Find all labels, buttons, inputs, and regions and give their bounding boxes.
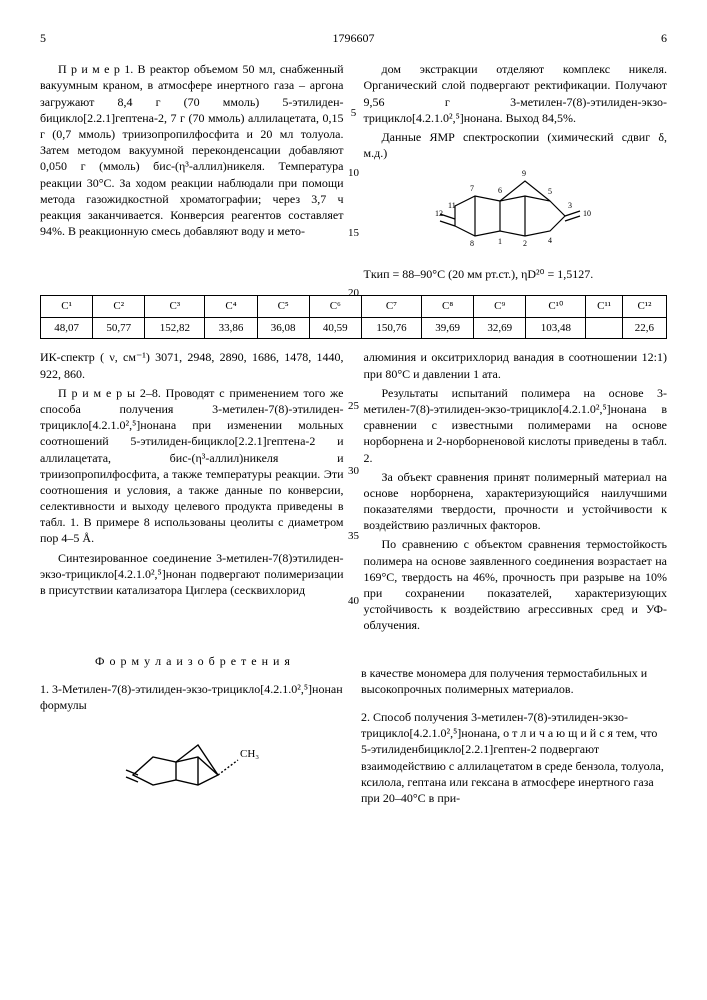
svg-text:3: 3 [568, 201, 572, 210]
nmr-h-4: C⁴ [205, 295, 257, 317]
nmr-table: C¹ C² C³ C⁴ C⁵ C⁶ C⁷ C⁸ C⁹ C¹⁰ C¹¹ C¹² 4… [40, 295, 667, 340]
patent-number: 1796607 [333, 30, 375, 46]
claims-right: в качестве мономера для получения термос… [361, 647, 667, 825]
nmr-data-row: 48,07 50,77 152,82 33,86 36,08 40,59 150… [41, 317, 667, 339]
svg-text:6: 6 [498, 186, 502, 195]
nmr-h-12: C¹² [622, 295, 666, 317]
nmr-v-5: 36,08 [257, 317, 309, 339]
nmr-h-3: C³ [145, 295, 205, 317]
nmr-v-8: 39,69 [422, 317, 474, 339]
nmr-v-2: 50,77 [93, 317, 145, 339]
claim-1: 1. 3-Метилен-7(8)-этилиден-экзо-трицикло… [40, 681, 346, 713]
claim-2: 2. Способ получения 3-метилен-7(8)-этили… [361, 709, 667, 806]
svg-text:2: 2 [523, 239, 527, 248]
nmr-v-11 [586, 317, 622, 339]
line-num-15: 15 [348, 226, 359, 241]
line-num-10: 10 [348, 166, 359, 181]
comparison-object: За объект сравнения принят полимерный ма… [364, 469, 668, 534]
claims-title: Ф о р м у л а и з о б р е т е н и я [40, 653, 346, 669]
line-num-35: 35 [348, 529, 359, 544]
nmr-h-8: C⁸ [422, 295, 474, 317]
svg-text:7: 7 [470, 184, 474, 193]
extraction-text: дом экстракции отделяют комплекс никеля.… [364, 61, 668, 126]
examples-2-8: П р и м е р ы 2–8. Проводят с применение… [40, 385, 344, 547]
nmr-v-6: 40,59 [309, 317, 361, 339]
boiling-point: Tкип = 88–90°С (20 мм рт.ст.), ηD²⁰ = 1,… [364, 266, 668, 282]
svg-text:4: 4 [548, 236, 552, 245]
nmr-v-1: 48,07 [41, 317, 93, 339]
structure-diagram-1: 12 11 7 8 6 1 9 2 5 4 3 10 [364, 166, 668, 260]
page-header: 5 1796607 6 [40, 30, 667, 46]
svg-text:9: 9 [522, 169, 526, 178]
svg-text:8: 8 [470, 239, 474, 248]
synthesized-compound: Синтезированное соединение 3-метилен-7(8… [40, 550, 344, 599]
monomer-text: в качестве мономера для получения термос… [361, 665, 667, 697]
upper-columns: П р и м е р 1. В реактор объемом 50 мл, … [40, 61, 667, 285]
nmr-h-5: C⁵ [257, 295, 309, 317]
line-num-30: 30 [348, 464, 359, 479]
nmr-h-1: C¹ [41, 295, 93, 317]
line-num-5: 5 [351, 106, 357, 121]
example1-text: П р и м е р 1. В реактор объемом 50 мл, … [40, 61, 344, 239]
svg-text:11: 11 [448, 201, 456, 210]
nmr-h-9: C⁹ [474, 295, 526, 317]
nmr-h-2: C² [93, 295, 145, 317]
svg-text:1: 1 [498, 237, 502, 246]
page-num-right: 6 [661, 30, 667, 46]
middle-columns: ИК-спектр ( ν, см⁻¹) 3071, 2948, 2890, 1… [40, 349, 667, 636]
svg-text:12: 12 [435, 209, 443, 218]
aluminum-text: алюминия и окситрихлорид ванадия в соотн… [364, 349, 668, 381]
ik-spectrum: ИК-спектр ( ν, см⁻¹) 3071, 2948, 2890, 1… [40, 349, 344, 381]
svg-text:10: 10 [583, 209, 591, 218]
nmr-v-10: 103,48 [526, 317, 586, 339]
comparison-result: По сравнению с объектом сравнения термос… [364, 536, 668, 633]
nmr-v-7: 150,76 [361, 317, 421, 339]
structure-diagram-2: CH₃ [40, 725, 346, 819]
claims-section: Ф о р м у л а и з о б р е т е н и я 1. 3… [40, 647, 667, 825]
nmr-v-9: 32,69 [474, 317, 526, 339]
line-num-40: 40 [348, 594, 359, 609]
mid-col-left: ИК-спектр ( ν, см⁻¹) 3071, 2948, 2890, 1… [40, 349, 344, 636]
line-num-20: 20 [348, 286, 359, 301]
svg-text:5: 5 [548, 187, 552, 196]
mid-col-right: алюминия и окситрихлорид ванадия в соотн… [364, 349, 668, 636]
nmr-v-3: 152,82 [145, 317, 205, 339]
test-results: Результаты испытаний полимера на основе … [364, 385, 668, 466]
nmr-intro: Данные ЯМР спектроскопии (химический сдв… [364, 129, 668, 161]
line-num-25: 25 [348, 399, 359, 414]
claims-left: Ф о р м у л а и з о б р е т е н и я 1. 3… [40, 647, 346, 825]
page-num-left: 5 [40, 30, 46, 46]
ch3-label: CH₃ [240, 748, 259, 760]
col-right: дом экстракции отделяют комплекс никеля.… [364, 61, 668, 285]
nmr-v-12: 22,6 [622, 317, 666, 339]
nmr-h-7: C⁷ [361, 295, 421, 317]
col-left: П р и м е р 1. В реактор объемом 50 мл, … [40, 61, 344, 285]
nmr-v-4: 33,86 [205, 317, 257, 339]
nmr-h-11: C¹¹ [586, 295, 622, 317]
nmr-h-10: C¹⁰ [526, 295, 586, 317]
